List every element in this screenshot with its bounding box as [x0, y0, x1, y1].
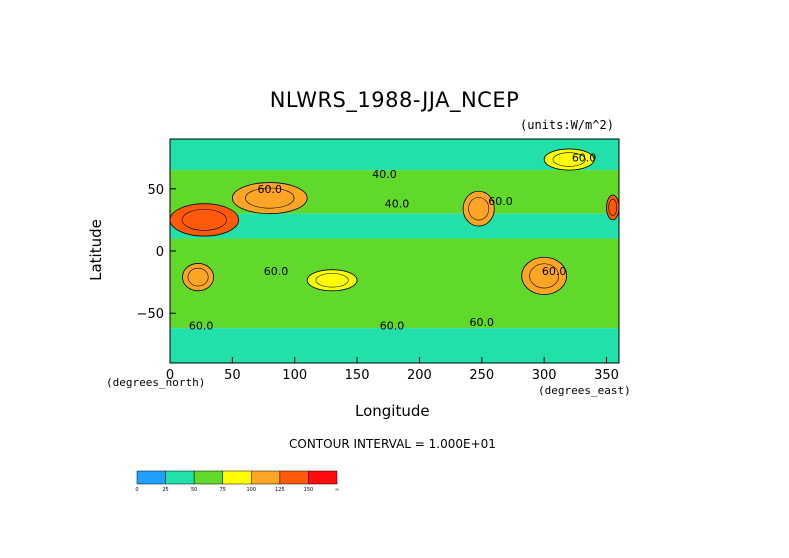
- x-tick-label-1: 50: [224, 368, 241, 383]
- contour-label-8: 60.0: [380, 320, 405, 333]
- feature-contour-3: [187, 267, 209, 287]
- field-band-5: [170, 328, 619, 363]
- feature-contour-4: [315, 273, 349, 288]
- feature-contour-7: [608, 199, 618, 216]
- feature-contour-6: [552, 152, 586, 167]
- feature-region-4: [306, 269, 358, 292]
- feature-layer: [169, 148, 620, 295]
- x-tick-label-4: 200: [407, 368, 432, 383]
- x-tick-label-0: 0: [166, 368, 174, 383]
- contour-label-6: 60.0: [542, 265, 567, 278]
- colorbar-label-3: 75: [220, 487, 226, 493]
- colorbar-label-2: 50: [191, 487, 197, 493]
- feature-contour-5: [529, 263, 560, 289]
- x-axis-unit: (degrees_east): [538, 384, 631, 397]
- field-band-2: [170, 213, 619, 239]
- contour-label-5: 60.0: [264, 265, 289, 278]
- contour-label-2: 40.0: [385, 198, 410, 211]
- contour-label-7: 60.0: [189, 320, 214, 333]
- colorbar-label-7: ∞: [335, 487, 339, 493]
- x-tick-label-7: 350: [594, 368, 619, 383]
- feature-region-1: [231, 182, 308, 215]
- feature-contour-0: [181, 209, 227, 231]
- feature-region-0: [169, 203, 239, 237]
- colorbar-label-0: 0: [135, 487, 138, 493]
- x-axis-label: Longitude: [355, 402, 430, 420]
- feature-region-6: [543, 148, 595, 171]
- contour-label-layer: 60.0 40.0 40.0 60.0 60.0 60.0 60.0 60.0 60.0 60.0: [189, 152, 596, 333]
- colorbar-swatch-0: [136, 470, 166, 485]
- colorbar-swatch-3: [222, 470, 252, 485]
- y-tick-label-1: 0: [156, 245, 164, 260]
- y-tick-label-2: −50: [137, 307, 164, 322]
- y-tick-label-0: 50: [147, 183, 164, 198]
- x-tick-label-3: 150: [345, 368, 370, 383]
- colorbar-swatch-2: [193, 470, 223, 485]
- feature-contour-1: [245, 187, 295, 209]
- units-note: (units:W/m^2): [520, 118, 614, 132]
- feature-region-2: [462, 190, 495, 227]
- x-tick-label-5: 250: [469, 368, 494, 383]
- y-axis-unit: (degrees_north): [106, 376, 206, 389]
- colorbar-label-5: 125: [275, 487, 285, 493]
- tick-layer: 0 50 100 150 200 250 300 350 50 0 −50: [137, 183, 619, 383]
- colorbar-label-1: 25: [162, 487, 168, 493]
- contour-label-4: 60.0: [572, 152, 597, 165]
- x-tick-label-6: 300: [532, 368, 557, 383]
- contour-interval-note: CONTOUR INTERVAL = 1.000E+01: [289, 437, 496, 451]
- contour-label-1: 40.0: [372, 168, 397, 181]
- x-tick-label-2: 100: [282, 368, 307, 383]
- feature-region-5: [521, 256, 568, 295]
- colorbar: 0 25 50 75 100 125 150 ∞: [135, 470, 339, 493]
- colorbar-swatch-6: [308, 470, 338, 485]
- feature-contour-2: [468, 197, 490, 221]
- field-band-4: [170, 307, 619, 329]
- contour-label-9: 60.0: [470, 316, 495, 329]
- colorbar-swatch-1: [165, 470, 195, 485]
- chart-title: NLWRS_1988-JJA_NCEP: [269, 88, 520, 112]
- colorbar-swatch-5: [279, 470, 309, 485]
- field-band-0: [170, 139, 619, 171]
- colorbar-swatch-4: [251, 470, 281, 485]
- colorbar-label-4: 100: [247, 487, 257, 493]
- contour-label-0: 60.0: [258, 183, 283, 196]
- feature-region-3: [182, 263, 215, 292]
- feature-region-7: [606, 194, 620, 221]
- contour-label-3: 60.0: [488, 195, 513, 208]
- colorbar-label-6: 150: [304, 487, 314, 493]
